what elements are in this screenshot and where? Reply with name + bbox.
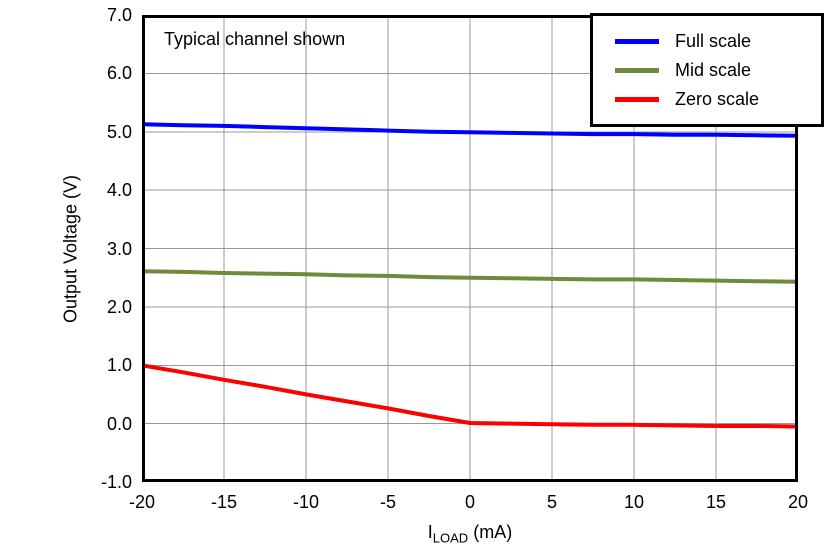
x-tick-label: 5 xyxy=(546,492,557,512)
legend-label-zero-scale: Zero scale xyxy=(675,89,760,109)
legend-entry-full-scale: Full scale xyxy=(615,29,821,53)
x-axis-title-unit: (mA) xyxy=(468,522,513,542)
legend: Full scale Mid scale Zero scale xyxy=(590,13,824,127)
y-tick-label: 6.0 xyxy=(106,63,132,84)
y-tick-label: 1.0 xyxy=(106,355,132,376)
y-tick-label: 0.0 xyxy=(106,413,132,434)
chart-annotation: Typical channel shown xyxy=(164,29,346,49)
x-tick-label: -5 xyxy=(379,492,396,512)
x-tick-label: 15 xyxy=(705,492,727,512)
y-tick-label: 4.0 xyxy=(106,180,132,201)
y-tick-label: 7.0 xyxy=(106,5,132,25)
legend-label-mid-scale: Mid scale xyxy=(675,60,752,80)
legend-entry-zero-scale: Zero scale xyxy=(615,87,821,111)
zero-scale-line-swatch xyxy=(615,96,659,102)
x-tick-label: -10 xyxy=(292,492,319,512)
x-tick-label: 10 xyxy=(623,492,645,512)
full-scale-line-swatch xyxy=(615,38,659,44)
x-tick-label: 0 xyxy=(464,492,475,512)
y-tick-label: 3.0 xyxy=(106,238,132,259)
x-tick-label: 20 xyxy=(787,492,809,512)
y-tick-label: 5.0 xyxy=(106,121,132,142)
y-tick-label: -1.0 xyxy=(100,472,132,492)
legend-entry-mid-scale: Mid scale xyxy=(615,58,821,82)
x-tick-label: -20 xyxy=(128,492,155,512)
y-tick-label: 2.0 xyxy=(106,296,132,317)
x-axis-title: ILOAD (mA) xyxy=(142,522,798,546)
mid-scale-line-swatch xyxy=(615,67,659,73)
x-axis-title-symbol: I xyxy=(427,522,433,542)
x-axis-title-subscript: LOAD xyxy=(432,530,469,546)
x-tick-label: -15 xyxy=(210,492,237,512)
legend-label-full-scale: Full scale xyxy=(675,31,752,51)
